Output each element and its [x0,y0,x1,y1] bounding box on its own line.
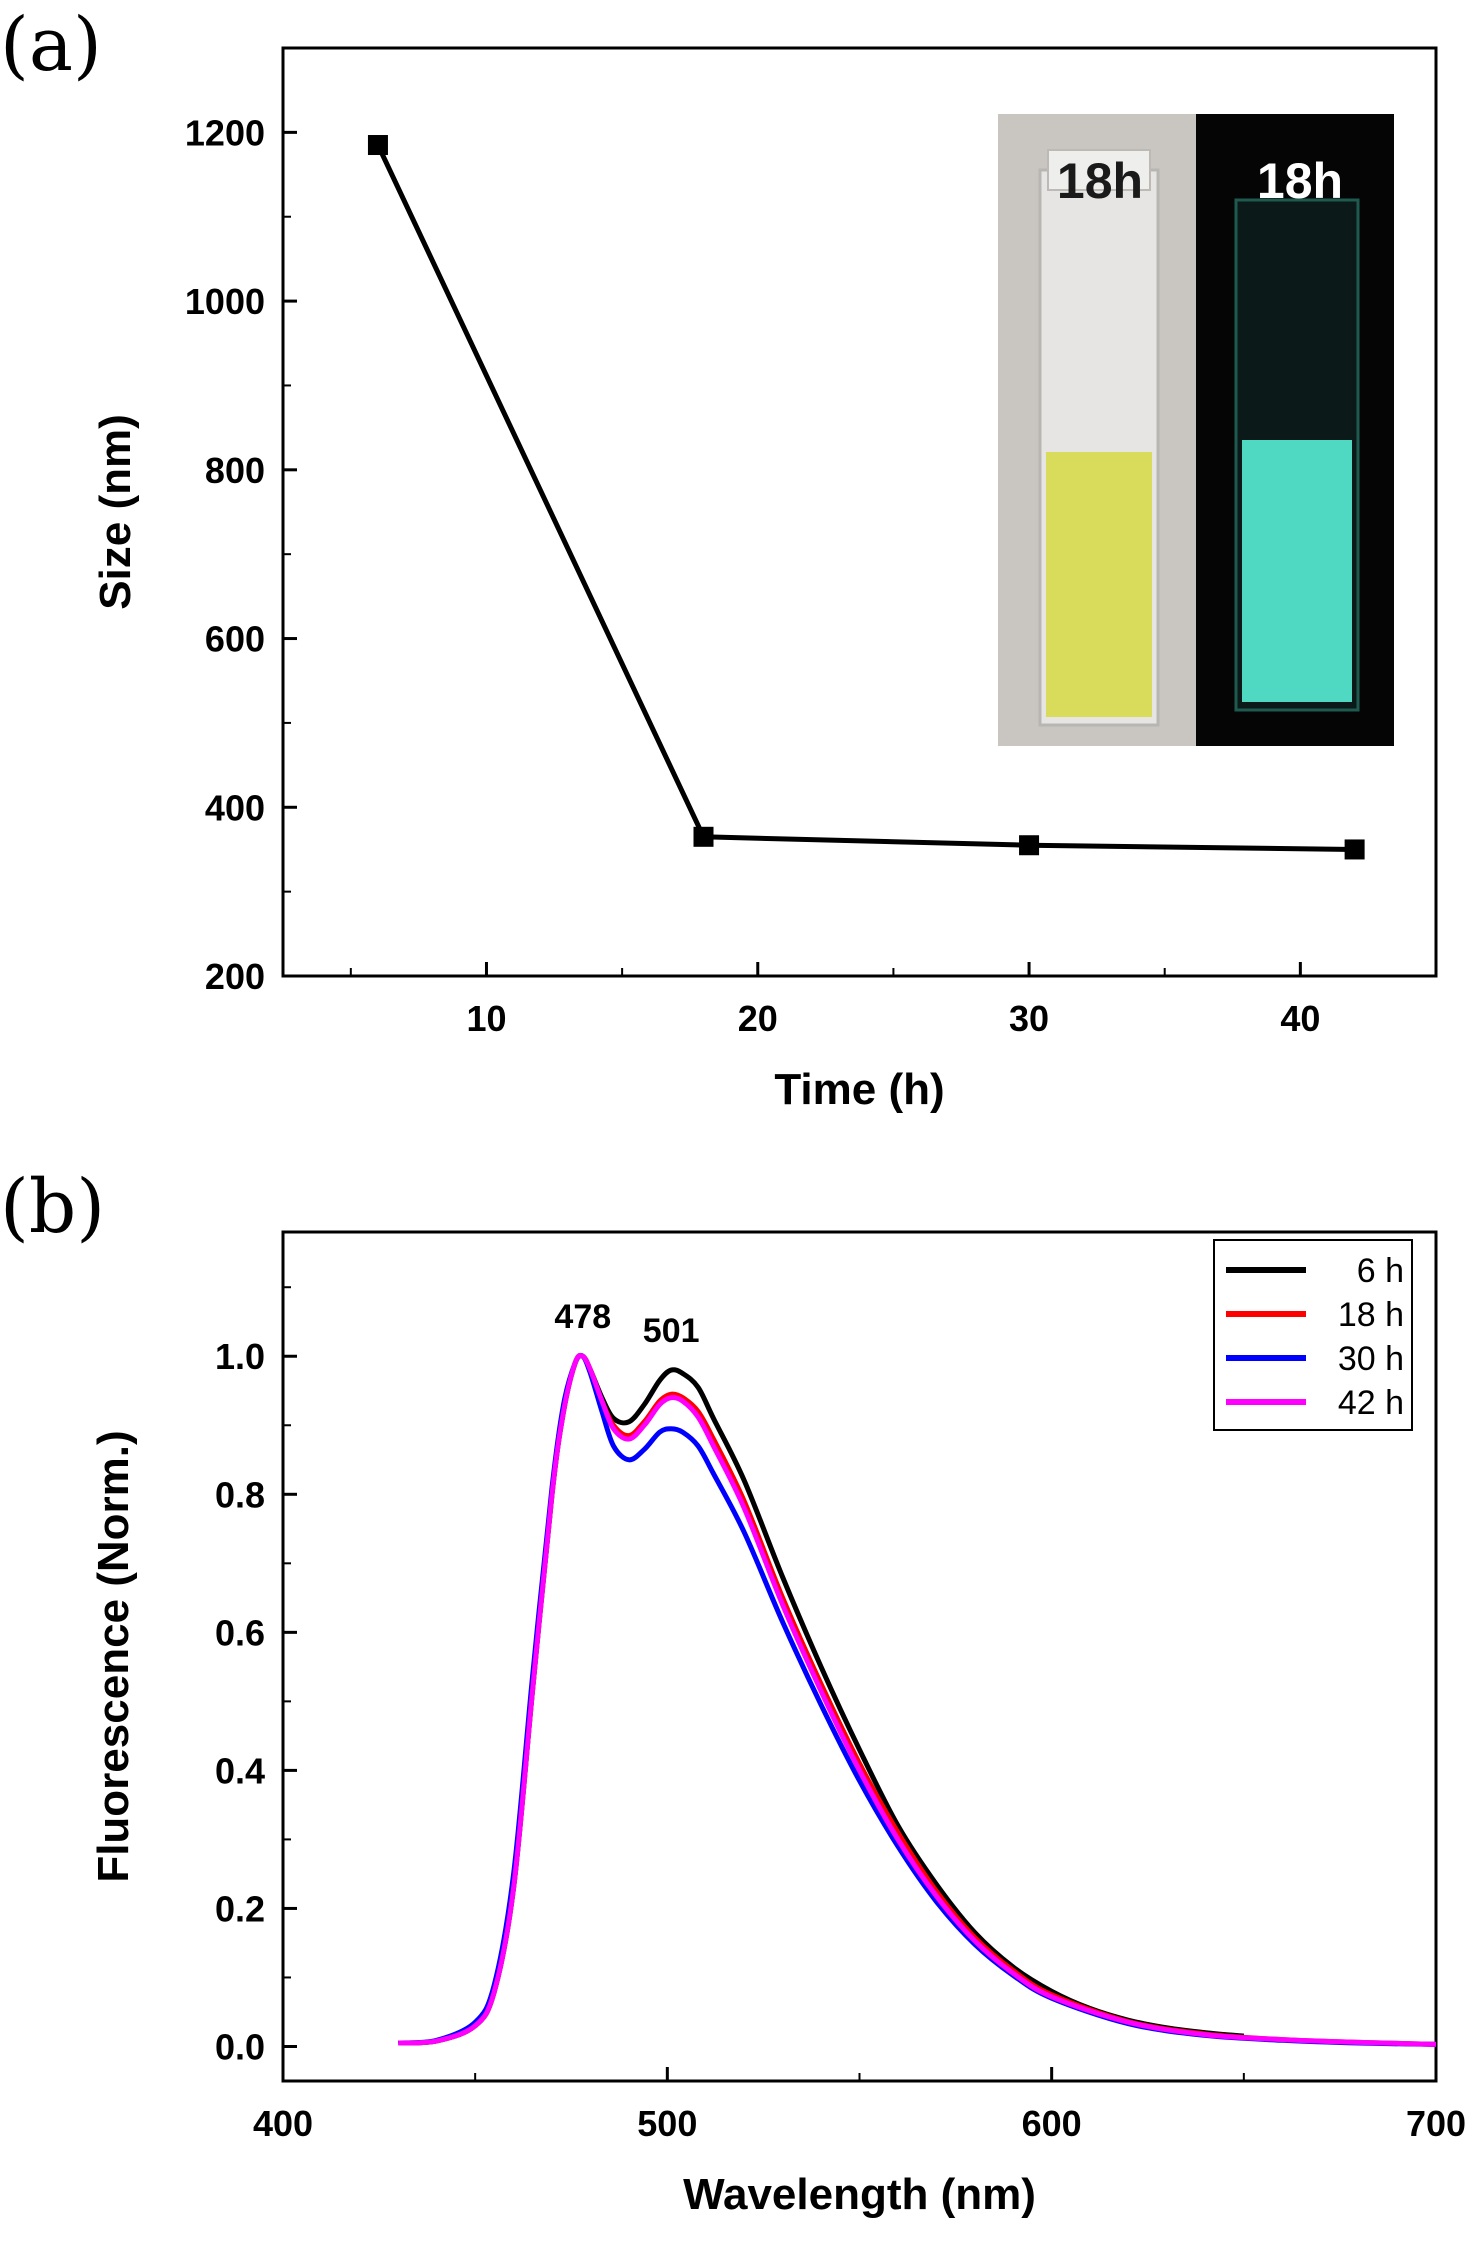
x-tick-label: 700 [1406,2103,1466,2144]
daylight-vial-liquid [1046,452,1152,717]
y-tick-label: 0.6 [215,1612,265,1653]
size-data-point [693,826,714,847]
series-lines [398,1352,1436,2047]
y-tick-label: 200 [205,956,265,997]
x-axis-title: Wavelength (nm) [683,2170,1036,2219]
y-tick-label: 400 [205,787,265,828]
uv-vial-liquid [1242,440,1352,702]
inset-uv-label: 18h [1257,153,1343,209]
size-data-point [367,135,388,156]
legend-label: 42 h [1338,1384,1404,1422]
size-data-point [1019,835,1040,856]
legend-label: 30 h [1338,1340,1404,1378]
x-tick-label: 40 [1280,998,1320,1039]
plot-frame [281,46,1438,978]
chart-b: 400 500 600 700 0.0 0.2 0.4 0.6 0.8 1.0 Wavelength… [89,1230,1466,2219]
daylight-vial-cap [1047,149,1151,191]
peak-annotation: 501 [643,1312,700,1350]
y-tick-label: 0.4 [215,1750,265,1791]
x-tick-label: 10 [466,998,506,1039]
fluorescence-line-42h [398,1352,1436,2047]
y-tick-label: 600 [205,619,265,660]
x-tick-label: 30 [1009,998,1049,1039]
y-tick-label: 0.0 [215,2026,265,2067]
panel-b-label: (b) [0,1164,105,1250]
y-tick-label: 1000 [185,281,265,322]
y-tick-label: 800 [205,450,265,491]
y-tick-label: 1200 [185,112,265,153]
chart-a: 10 20 30 40 200 400 600 800 1000 1200 Time (h) Size… [91,46,1438,1114]
peak-annotation: 478 [554,1298,611,1336]
y-axis-title: Fluorescence (Norm.) [89,1430,138,1882]
inset-daylight-label: 18h [1057,153,1143,209]
panel-a-label: (a) [0,2,102,88]
y-tick-label: 1.0 [215,1336,265,1377]
size-data-point [1344,839,1365,860]
panel-a: (a) 18h 18h 10 20 30 40 200 400 600 800 1000 1200… [0,2,1438,1114]
vial-photo-inset: 18h 18h [998,114,1394,746]
y-tick-label: 0.8 [215,1474,265,1515]
x-axis-title: Time (h) [774,1065,944,1114]
panel-b: (b) 400 500 600 700 0.0 0.2 0.4 0.6 0.8 1.0 Wavele… [0,1164,1466,2219]
x-tick-label: 20 [738,998,778,1039]
size-series-line [375,143,1355,852]
y-tick-label: 0.2 [215,1888,265,1929]
y-axis-title: Size (nm) [91,414,140,610]
legend-label: 18 h [1338,1296,1404,1334]
x-tick-label: 400 [253,2103,313,2144]
x-tick-label: 600 [1022,2103,1082,2144]
x-tick-label: 500 [637,2103,697,2144]
legend-label: 6 h [1357,1252,1404,1290]
